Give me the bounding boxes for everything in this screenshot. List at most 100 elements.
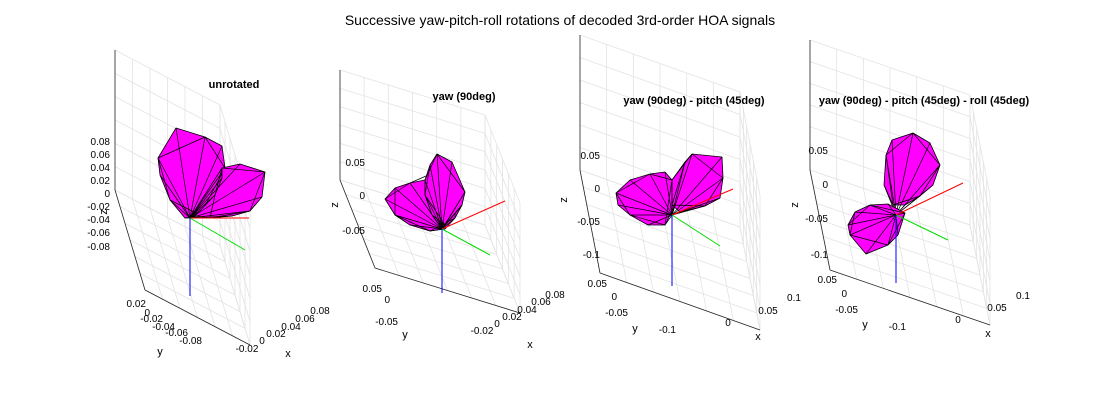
mesh-lobe-2 <box>424 153 466 226</box>
mesh-edge <box>847 214 897 226</box>
x-axis-line <box>144 289 251 346</box>
z-tick-label: 0 <box>822 180 828 191</box>
z-axis-label: z <box>789 202 801 208</box>
mesh-edge <box>671 204 706 207</box>
grid-line <box>739 114 761 218</box>
grid-line <box>686 207 708 312</box>
y-tick-label: -0.02 <box>140 314 163 325</box>
y-tick-label: 0 <box>611 292 617 303</box>
x-axis-label: x <box>527 339 533 351</box>
mesh-edge <box>895 132 914 216</box>
mesh-edge <box>189 136 206 219</box>
mesh-edge <box>444 191 466 226</box>
mesh-edge <box>895 142 931 216</box>
mesh-edge <box>431 214 443 230</box>
x-tick-label: 0.04 <box>517 305 537 316</box>
mesh-edge <box>189 167 223 219</box>
y-tick-label: -0.1 <box>659 325 677 336</box>
x-tick-label: 0.08 <box>545 290 565 301</box>
mesh-edge <box>849 234 889 246</box>
y-tick-label: -0.08 <box>179 336 202 347</box>
mesh-edge <box>429 228 443 232</box>
y-axis-line <box>809 169 831 271</box>
mesh-edge <box>441 217 456 230</box>
z-tick-label: 0.05 <box>346 158 366 169</box>
mesh-edge <box>394 214 431 232</box>
mesh-edge <box>617 204 673 216</box>
mesh-edge <box>424 153 438 181</box>
y-tick-label: -0.06 <box>165 328 188 339</box>
mesh-edge <box>615 192 631 216</box>
mesh-edge <box>629 179 673 216</box>
z-tick-label: -0.05 <box>342 226 365 237</box>
mesh-edge <box>691 153 724 179</box>
mesh-edge <box>865 214 897 255</box>
z-tick-label: -0.06 <box>87 228 110 239</box>
z-tick-label: -0.08 <box>87 242 110 253</box>
z-tick-label: 0.06 <box>91 150 111 161</box>
panel-1: -0.0200.020.040.060.080.020-0.02-0.04-0.… <box>87 49 330 360</box>
z-tick-label: -0.1 <box>583 250 601 261</box>
y-axis-line <box>579 169 601 274</box>
panel-title: yaw (90deg) - pitch (45deg) <box>623 95 765 107</box>
y-tick-label: -0.05 <box>835 305 858 316</box>
grid-line <box>339 87 486 134</box>
y-axis-line <box>339 179 376 269</box>
mesh-edge <box>436 153 443 230</box>
z-tick-label: -0.1 <box>811 250 829 261</box>
mesh-edge <box>424 194 443 230</box>
x-direction-line <box>895 182 964 216</box>
grid-line <box>119 206 226 263</box>
y-direction-line <box>895 214 949 241</box>
z-tick-label: 0.08 <box>91 137 111 148</box>
mesh-edge <box>869 204 897 216</box>
mesh-edge <box>885 132 914 156</box>
z-tick-label: -0.05 <box>805 214 828 225</box>
mesh-edge <box>615 173 651 194</box>
z-tick-label: 0 <box>594 184 600 195</box>
mesh-lobe-2 <box>847 203 906 255</box>
mesh-edge <box>249 171 266 212</box>
mesh-edge <box>912 132 941 166</box>
mesh-edge <box>671 205 706 216</box>
grid-line <box>339 69 486 116</box>
mesh-edge <box>849 214 897 236</box>
panel-title: unrotated <box>209 79 260 91</box>
mesh-edge <box>629 214 666 226</box>
mesh-edge <box>189 210 251 219</box>
grid-line <box>589 221 751 279</box>
grid-line <box>809 61 971 118</box>
y-axis-line <box>114 189 146 291</box>
grid-line <box>114 72 221 129</box>
mesh-edge <box>436 153 466 193</box>
mesh-edge <box>429 164 443 230</box>
mesh-edge <box>885 154 894 206</box>
x-tick-label: -0.02 <box>471 326 494 337</box>
mesh-edge <box>189 194 216 219</box>
hoa-mesh <box>157 127 266 219</box>
y-axis-label: y <box>862 319 868 331</box>
mesh-edge <box>409 224 443 230</box>
z-tick-label: -0.02 <box>87 202 110 213</box>
back-wall-grid <box>809 39 991 326</box>
grid-line <box>969 116 991 217</box>
mesh-edge <box>671 161 686 206</box>
y-tick-label: -0.1 <box>889 322 907 333</box>
mesh-edge <box>189 163 241 219</box>
mesh-edge <box>664 171 673 216</box>
mesh-edge <box>887 214 897 246</box>
mesh-edge <box>615 192 673 216</box>
x-tick-label: 0.1 <box>1016 291 1030 302</box>
x-axis-line <box>374 267 521 314</box>
panels: -0.0200.020.040.060.080.020-0.02-0.04-0.… <box>87 34 1030 360</box>
x-axis-line <box>829 269 991 326</box>
z-axis-label: z <box>98 209 110 215</box>
grid-line <box>916 206 938 307</box>
grid-line <box>969 94 991 196</box>
x-tick-label: 0 <box>955 315 961 326</box>
mesh-edge <box>441 161 453 230</box>
mesh-edge <box>214 167 223 196</box>
mesh-edge <box>169 199 191 219</box>
x-tick-label: 0 <box>259 336 265 347</box>
